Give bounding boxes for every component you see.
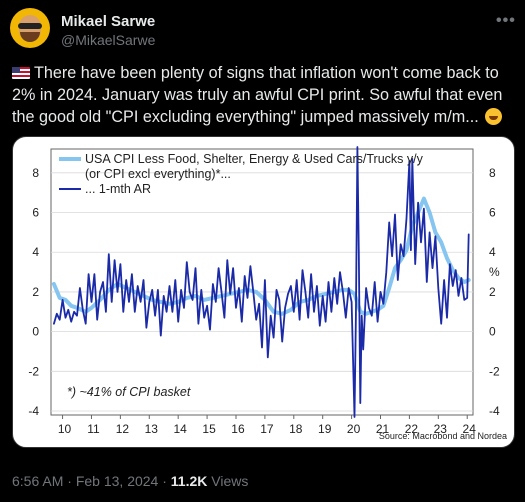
y-tick-left: 6 [32,206,39,220]
rolling-on-floor-laughing-icon [485,108,503,125]
y-tick-left: -4 [28,404,39,418]
y-tick-right: -4 [489,404,500,418]
x-tick-label: 13 [145,422,159,436]
x-tick-label: 23 [434,422,448,436]
author-handle[interactable]: @MikaelSarwe [61,32,156,48]
x-tick-label: 12 [116,422,130,436]
chart-annotation: *) ~41% of CPI basket [67,385,191,399]
tweet-date[interactable]: Feb 13, 2024 [75,473,159,489]
tweet-text-block: There have been plenty of signs that inf… [12,62,514,128]
x-tick-label: 21 [376,422,390,436]
us-flag-icon [12,67,30,79]
legend-label-yy-2: (or CPI excl everything)*... [85,167,231,181]
y-tick-right: 8 [489,166,496,180]
y-tick-right: 0 [489,325,496,339]
avatar-beard [20,32,40,42]
x-tick-label: 20 [347,422,361,436]
x-tick-label: 24 [463,422,477,436]
chart-image[interactable]: 8 6 4 2 0 -2 -4 8 6 4% 2 0 -2 -4 10 11 12 13 14 15 16 17 18 19 2… [12,136,515,448]
tweet-text: There have been plenty of signs that inf… [12,64,503,126]
y-tick-right: 2 [489,285,496,299]
x-tick-label: 16 [231,422,245,436]
tweet-meta: 6:56 AM · Feb 13, 2024 · 11.2K Views [12,473,249,489]
x-tick-label: 14 [173,422,187,436]
chart-source: Source: Macrobond and Nordea [379,431,507,441]
y-tick-left: 2 [32,285,39,299]
y-tick-right: 4 [489,245,496,259]
more-horizontal-icon[interactable]: ••• [496,12,516,29]
avatar-glasses [18,23,42,29]
legend-label-1mth: ... 1-mth AR [85,182,151,196]
avatar[interactable] [10,8,50,48]
y-tick-left: 0 [32,325,39,339]
author-name[interactable]: Mikael Sarwe [61,13,156,30]
x-tick-label: 17 [260,422,274,436]
plot-frame [50,148,474,416]
y-tick-right: % [489,265,500,279]
y-tick-right: -2 [489,364,500,378]
legend-label-yy: USA CPI Less Food, Shelter, Energy & Use… [85,152,424,166]
y-tick-left: -2 [28,364,39,378]
y-tick-left: 4 [32,245,39,259]
x-tick-label: 15 [202,422,216,436]
y-tick-right: 6 [489,206,496,220]
views-count: 11.2K [170,473,208,489]
x-tick-label: 19 [318,422,332,436]
tweet-time[interactable]: 6:56 AM [12,473,64,489]
x-tick-label: 18 [289,422,303,436]
x-tick-label: 22 [405,422,419,436]
y-tick-left: 8 [32,166,39,180]
x-tick-label: 11 [87,422,100,436]
series-1mth-line [53,146,470,418]
views-label: Views [211,473,249,489]
x-tick-label: 10 [58,422,72,436]
